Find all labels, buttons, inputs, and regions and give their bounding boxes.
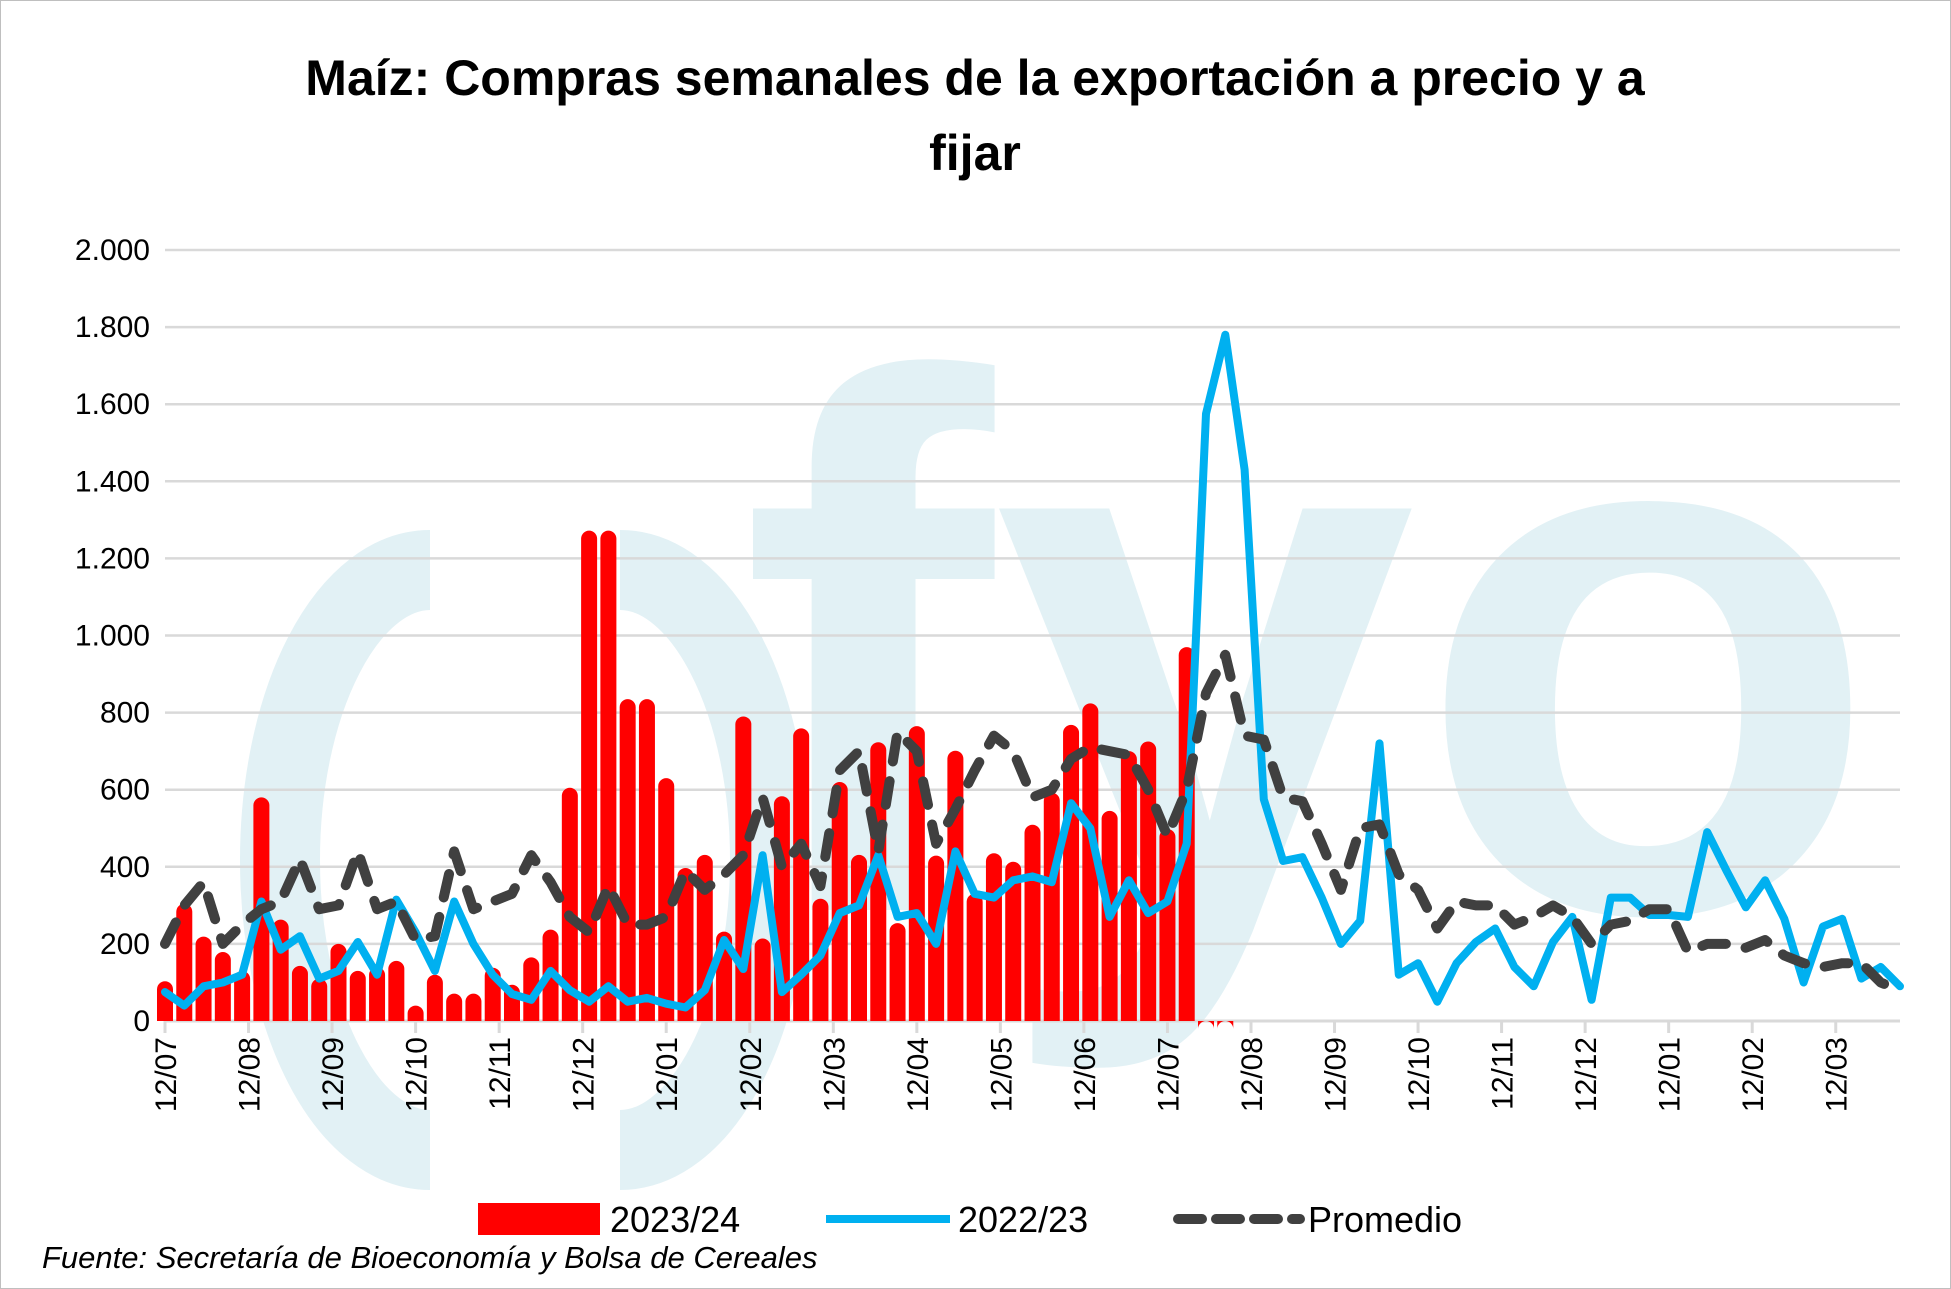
bar-2023-24 — [465, 993, 482, 1021]
bar-2023-24 — [349, 970, 366, 1021]
bar-2023-24 — [234, 970, 251, 1021]
x-tick-label: 12/01 — [1654, 1037, 1687, 1112]
bar-2023-24 — [176, 903, 193, 1021]
x-tick-label: 12/02 — [735, 1037, 768, 1112]
bar-2023-24 — [1198, 1021, 1214, 1029]
line-2022-23 — [161, 330, 1904, 1012]
x-tick-label: 12/06 — [1069, 1037, 1102, 1112]
y-tick-label: 1.600 — [75, 388, 150, 421]
bar-2023-24 — [523, 957, 540, 1021]
bar-2023-24 — [638, 699, 655, 1021]
bar-2023-24 — [561, 787, 578, 1021]
x-axis-ticks: 12/07 12/08 12/09 12/10 12/11 12/12 12/01 12/02… — [150, 1021, 1854, 1112]
y-tick-label: 1.400 — [75, 465, 150, 498]
x-tick-label: 12/03 — [1821, 1037, 1854, 1112]
lines — [160, 330, 1905, 1012]
bar-2023-24 — [754, 938, 771, 1021]
x-tick-label: 12/01 — [651, 1037, 684, 1112]
x-tick-label: 12/05 — [985, 1037, 1018, 1112]
y-tick-label: 2.000 — [75, 234, 150, 267]
bar-2023-24 — [658, 778, 675, 1021]
bar-2023-24 — [291, 965, 308, 1021]
x-tick-label: 12/02 — [1737, 1037, 1770, 1112]
bar-2023-24 — [1063, 724, 1080, 1021]
bar-2023-24 — [388, 960, 405, 1021]
bar-2023-24 — [1159, 829, 1176, 1021]
x-tick-label: 12/10 — [1403, 1037, 1436, 1112]
line-promedio — [160, 649, 1905, 996]
bar-2023-24 — [600, 530, 617, 1021]
bar-2023-24 — [1217, 1021, 1234, 1029]
x-tick-label: 12/11 — [1487, 1037, 1520, 1110]
bar-2023-24 — [619, 699, 636, 1021]
watermark-arc — [240, 530, 432, 1190]
x-tick-label: 12/04 — [902, 1037, 935, 1112]
bar-2023-24 — [195, 936, 212, 1021]
y-tick-label: 200 — [100, 928, 150, 961]
legend-label-promedio: Promedio — [1308, 1199, 1462, 1240]
bar-2023-24 — [735, 716, 752, 1021]
y-tick-label: 0 — [133, 1005, 150, 1038]
bar-2023-24 — [407, 1005, 424, 1021]
y-tick-label: 1.000 — [75, 620, 150, 653]
x-tick-label: 12/07 — [1152, 1037, 1185, 1112]
legend-swatch-2023-24 — [478, 1203, 600, 1235]
bar-2023-24 — [966, 893, 983, 1021]
bar-2023-24 — [1082, 703, 1099, 1021]
bar-2023-24 — [157, 981, 173, 1021]
x-tick-label: 12/03 — [818, 1037, 851, 1112]
x-tick-label: 12/12 — [568, 1037, 601, 1112]
y-tick-label: 400 — [100, 851, 150, 884]
x-tick-label: 12/08 — [234, 1037, 267, 1112]
y-axis-ticks: 0 200 400 600 800 1.000 1.200 1.400 1.600 1.800 2.… — [75, 234, 150, 1038]
x-tick-label: 12/09 — [317, 1037, 350, 1112]
bar-2023-24 — [1043, 792, 1060, 1021]
x-tick-label: 12/08 — [1236, 1037, 1269, 1112]
source-note: Fuente: Secretaría de Bioeconomía y Bols… — [42, 1240, 817, 1275]
legend-label-2023-24: 2023/24 — [610, 1199, 740, 1240]
x-tick-label: 12/10 — [401, 1037, 434, 1112]
bar-2023-24 — [311, 978, 328, 1021]
y-tick-label: 600 — [100, 774, 150, 807]
bar-2023-24 — [677, 867, 694, 1021]
bar-2023-24 — [1024, 824, 1041, 1021]
legend-label-2022-23: 2022/23 — [958, 1199, 1088, 1240]
x-tick-label: 12/09 — [1320, 1037, 1353, 1112]
bar-2023-24 — [446, 993, 463, 1021]
bar-2023-24 — [889, 923, 906, 1021]
chart-title-line-1: Maíz: Compras semanales de la exportació… — [305, 50, 1646, 106]
x-tick-label: 12/12 — [1570, 1037, 1603, 1112]
bar-2023-24 — [1005, 861, 1022, 1021]
bar-2023-24 — [985, 853, 1002, 1021]
y-tick-label: 800 — [100, 697, 150, 730]
bar-2023-24 — [793, 728, 810, 1021]
y-tick-label: 1.800 — [75, 311, 150, 344]
watermark-arc — [618, 530, 810, 1190]
legend: 2023/24 2022/23 Promedio — [478, 1199, 1462, 1240]
bar-2023-24 — [831, 781, 848, 1021]
chart-title-line-2: fijar — [929, 125, 1021, 181]
x-tick-label: 12/11 — [484, 1037, 517, 1110]
bar-2023-24 — [908, 726, 925, 1021]
bar-2023-24 — [426, 974, 443, 1021]
bar-2023-24 — [581, 530, 598, 1021]
y-tick-label: 1.200 — [75, 542, 150, 575]
bar-2023-24 — [369, 967, 386, 1021]
x-tick-label: 12/07 — [150, 1037, 183, 1112]
